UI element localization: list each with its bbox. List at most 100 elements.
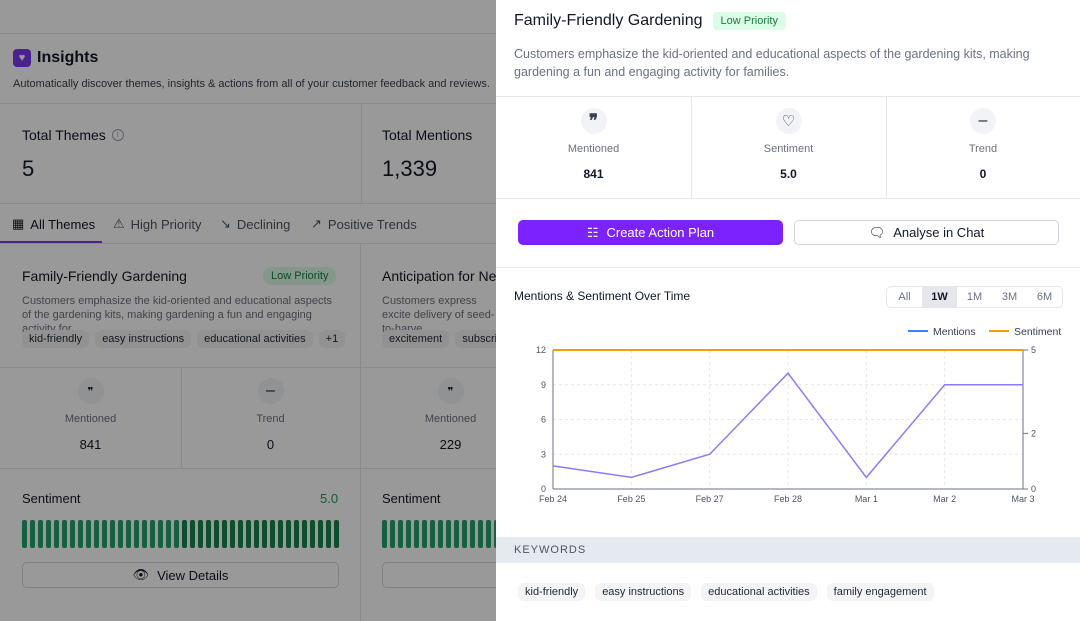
minus-icon: – [257, 378, 284, 404]
sentiment-bar [126, 520, 131, 548]
grid-icon: ▦ [12, 216, 25, 231]
tag-more[interactable]: +1 [318, 330, 346, 348]
theme-desc: Customers express excite delivery of see… [382, 295, 495, 335]
y-tick-label: 9 [541, 380, 546, 390]
sentiment-bar [318, 520, 323, 548]
y2-tick-label: 2 [1031, 428, 1036, 438]
eye-icon: 👁 [132, 567, 150, 582]
sentiment-bar [486, 520, 491, 548]
legend-sentiment-label: Sentiment [1014, 326, 1061, 338]
x-tick-label: Feb 28 [774, 494, 802, 504]
tab-all-themes[interactable]: ▦ All Themes [12, 216, 96, 232]
sentiment-bar [246, 520, 251, 548]
trend-up-icon: ↗ [311, 216, 322, 231]
sentiment-bar [382, 520, 387, 548]
warning-icon: ⚠ [113, 216, 125, 231]
sentiment-bar [214, 520, 219, 548]
theme-title: Family-Friendly Gardening [22, 268, 187, 284]
tab-declining[interactable]: ↘ Declining [220, 216, 291, 232]
mentioned-value: 841 [583, 167, 604, 181]
theme-title: Anticipation for Ne [382, 268, 496, 284]
range-3m[interactable]: 3M [1001, 291, 1018, 303]
mentions-sentiment-chart: 0 3 6 9 12 Feb 24 Feb 25 Feb 27 Feb 28 Mar 1 Mar 2… [536, 326, 1061, 504]
total-themes-label: Total Themes [22, 127, 106, 143]
sentiment-value: 5.0 [780, 167, 797, 181]
sentiment-bar [310, 520, 315, 548]
sentiment-bar [438, 520, 443, 548]
range-selector: All 1W 1M 3M 6M [886, 286, 1063, 308]
view-details-button[interactable]: 👁 View Details [22, 562, 339, 588]
tab-positive-trends[interactable]: ↗ Positive Trends [311, 216, 417, 232]
range-1m[interactable]: 1M [966, 291, 983, 303]
y-tick-label: 0 [541, 484, 546, 494]
mentions-line [552, 372, 1023, 479]
sentiment-bar [62, 520, 67, 548]
sentiment-value: 5.0 [320, 491, 339, 506]
modal-backdrop[interactable] [0, 0, 496, 621]
y-tick-label: 12 [536, 345, 546, 355]
priority-badge: Low Priority [712, 12, 786, 30]
range-6m[interactable]: 6M [1036, 291, 1053, 303]
sentiment-bar [494, 520, 496, 548]
mentioned-value: 229 [439, 437, 462, 452]
keyword-tag: educational activities [701, 583, 817, 601]
sentiment-bar [86, 520, 91, 548]
total-mentions-value: 1,339 [382, 156, 438, 181]
sentiment-bar [54, 520, 59, 548]
list-icon: ☷ [586, 224, 599, 240]
tag: excitement [382, 330, 450, 348]
range-1w[interactable]: 1W [922, 287, 957, 307]
y-tick-label: 6 [541, 415, 546, 425]
sentiment-bar [454, 520, 459, 548]
mentioned-value: 841 [79, 437, 102, 452]
keywords-label: KEYWORDS [514, 544, 587, 556]
info-icon[interactable]: i [111, 129, 124, 141]
sentiment-bar [430, 520, 435, 548]
sentiment-bar [70, 520, 75, 548]
sentiment-bar [270, 520, 275, 548]
tag: kid-friendly [22, 330, 90, 348]
range-all[interactable]: All [898, 291, 911, 303]
sentiment-bar [38, 520, 43, 548]
sentiment-bar [422, 520, 427, 548]
priority-badge: Low Priority [263, 267, 337, 285]
sentiment-bar [110, 520, 115, 548]
insights-logo-icon: ♥ [13, 49, 31, 67]
y2-tick-label: 0 [1031, 484, 1036, 494]
keyword-tag: family engagement [826, 583, 934, 601]
trend-down-icon: ↘ [220, 216, 231, 231]
sentiment-bar [118, 520, 123, 548]
sentiment-bar [102, 520, 107, 548]
chat-quote-icon: ❞ [77, 378, 104, 404]
sentiment-bar [158, 520, 163, 548]
analyse-in-chat-button[interactable]: 🗨 Analyse in Chat [794, 220, 1059, 245]
sentiment-bar [446, 520, 451, 548]
x-tick-label: Feb 24 [539, 494, 567, 504]
x-tick-label: Feb 27 [696, 494, 724, 504]
tab-high-priority[interactable]: ⚠ High Priority [113, 216, 202, 232]
x-tick-label: Feb 25 [617, 494, 645, 504]
sentiment-bar [334, 520, 339, 548]
sentiment-label: Sentiment [382, 491, 441, 506]
sentiment-bar [94, 520, 99, 548]
sentiment-bar [390, 520, 395, 548]
sentiment-bars [382, 520, 496, 548]
sentiment-bar [302, 520, 307, 548]
legend-mentions-label: Mentions [933, 326, 976, 338]
keyword-tag: easy instructions [595, 583, 692, 601]
chart-title: Mentions & Sentiment Over Time [514, 289, 691, 303]
quote-icon: ❞ [580, 108, 607, 134]
sentiment-bar [134, 520, 139, 548]
sentiment-bar [294, 520, 299, 548]
sentiment-bar [326, 520, 331, 548]
sentiment-label: Sentiment [22, 491, 81, 506]
sentiment-bar [174, 520, 179, 548]
sentiment-bar [414, 520, 419, 548]
detail-title: Family-Friendly Gardening [514, 12, 703, 29]
view-details-button[interactable] [382, 562, 496, 588]
sentiment-bar [406, 520, 411, 548]
detail-desc: Customers emphasize the kid-oriented and… [514, 47, 1030, 79]
create-action-plan-button[interactable]: ☷ Create Action Plan [518, 220, 783, 245]
sentiment-bar [470, 520, 475, 548]
trend-value: 0 [266, 437, 275, 452]
